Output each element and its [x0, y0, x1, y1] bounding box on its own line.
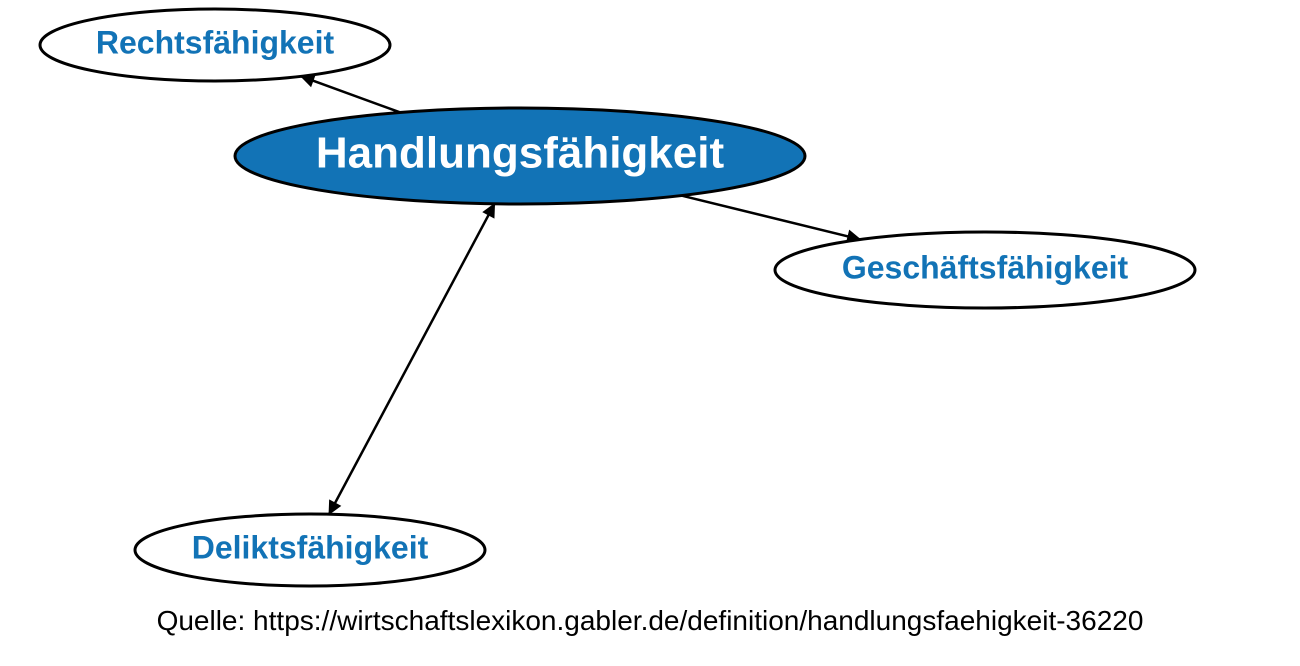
node-center: Handlungsfähigkeit: [235, 108, 805, 204]
node-rechts: Rechtsfähigkeit: [40, 9, 390, 81]
node-label: Rechtsfähigkeit: [96, 24, 335, 60]
source-citation: Quelle: https://wirtschaftslexikon.gable…: [157, 605, 1144, 636]
node-label: Handlungsfähigkeit: [316, 129, 725, 178]
node-geschaefts: Geschäftsfähigkeit: [775, 232, 1195, 308]
node-label: Geschäftsfähigkeit: [842, 249, 1129, 285]
node-label: Deliktsfähigkeit: [192, 529, 429, 565]
node-delikts: Deliktsfähigkeit: [135, 514, 485, 586]
